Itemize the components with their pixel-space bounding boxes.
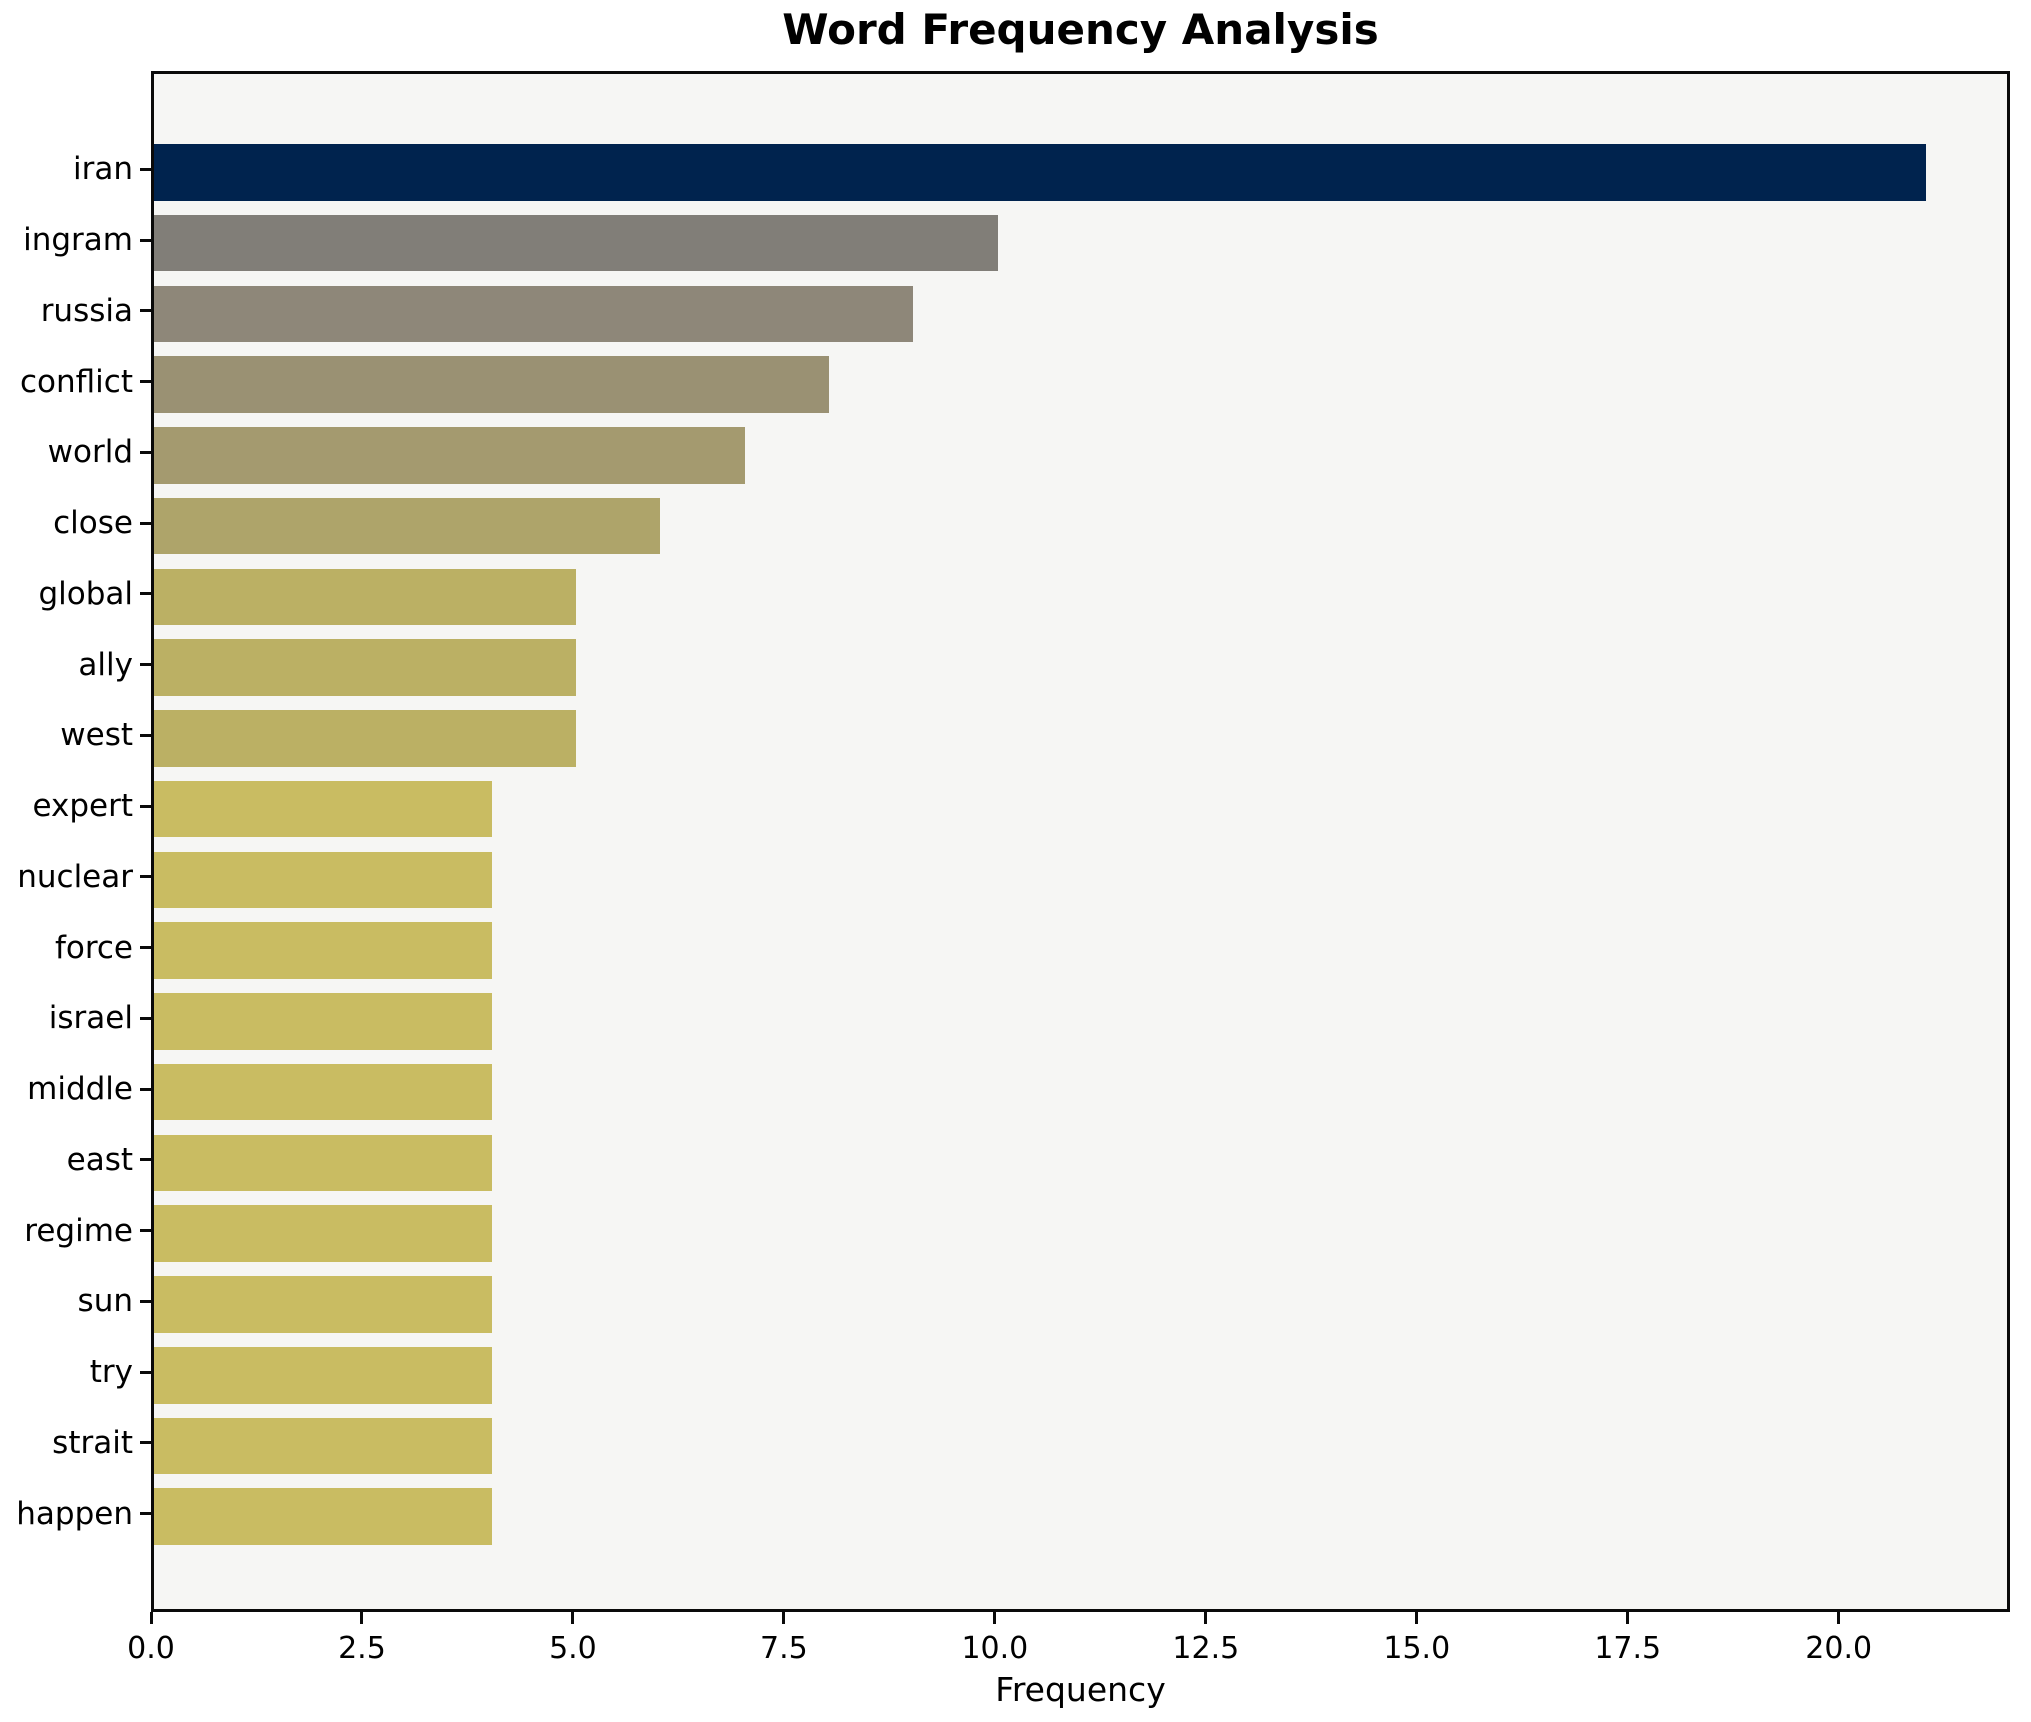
bar-global bbox=[154, 568, 576, 626]
y-tick-label-world: world bbox=[47, 434, 133, 471]
y-tick-label-sun: sun bbox=[77, 1283, 133, 1320]
bar-conflict bbox=[154, 356, 830, 413]
y-tick-mark bbox=[140, 1158, 151, 1162]
x-tick-label: 10.0 bbox=[961, 1631, 1029, 1666]
y-tick-mark bbox=[140, 804, 151, 808]
y-tick-label-happen: happen bbox=[16, 1495, 133, 1532]
y-tick-label-middle: middle bbox=[27, 1071, 133, 1108]
y-tick-label-russia: russia bbox=[40, 292, 133, 329]
x-tick-label: 7.5 bbox=[760, 1631, 808, 1666]
bar-close bbox=[154, 497, 661, 555]
y-tick-label-force: force bbox=[54, 929, 133, 966]
x-tick-mark bbox=[1415, 1612, 1419, 1624]
x-tick-mark bbox=[1837, 1612, 1841, 1624]
y-tick-mark bbox=[140, 1441, 151, 1445]
y-tick-label-iran: iran bbox=[72, 151, 133, 188]
y-tick-label-regime: regime bbox=[24, 1212, 133, 1249]
x-tick-mark bbox=[1626, 1612, 1630, 1624]
y-tick-mark bbox=[140, 592, 151, 596]
bar-regime bbox=[154, 1205, 492, 1262]
y-tick-label-east: east bbox=[66, 1141, 133, 1178]
y-tick-mark bbox=[140, 1370, 151, 1374]
y-tick-mark bbox=[140, 1512, 151, 1516]
y-tick-mark bbox=[140, 1229, 151, 1233]
y-tick-label-nuclear: nuclear bbox=[17, 858, 133, 895]
bar-russia bbox=[154, 285, 914, 343]
x-axis-label: Frequency bbox=[995, 1670, 1166, 1709]
y-tick-mark bbox=[140, 380, 151, 384]
y-tick-mark bbox=[140, 450, 151, 454]
y-tick-mark bbox=[140, 875, 151, 879]
bar-force bbox=[154, 922, 492, 979]
x-tick-label: 20.0 bbox=[1805, 1631, 1873, 1666]
x-tick-label: 12.5 bbox=[1172, 1631, 1240, 1666]
bar-east bbox=[154, 1134, 492, 1192]
y-tick-mark bbox=[140, 167, 151, 171]
bar-west bbox=[154, 710, 576, 767]
y-tick-mark bbox=[140, 946, 151, 950]
y-tick-label-expert: expert bbox=[32, 788, 133, 825]
x-tick-label: 0.0 bbox=[127, 1631, 175, 1666]
x-tick-label: 5.0 bbox=[549, 1631, 597, 1666]
bar-try bbox=[154, 1346, 492, 1404]
y-tick-label-strait: strait bbox=[52, 1424, 133, 1461]
plot-area bbox=[151, 71, 2010, 1612]
y-tick-label-west: west bbox=[60, 717, 133, 754]
y-tick-mark bbox=[140, 238, 151, 242]
y-tick-label-israel: israel bbox=[48, 1000, 133, 1037]
bar-middle bbox=[154, 1063, 492, 1121]
bar-strait bbox=[154, 1417, 492, 1475]
bar-sun bbox=[154, 1276, 492, 1333]
y-tick-label-close: close bbox=[53, 505, 133, 542]
y-tick-mark bbox=[140, 663, 151, 667]
y-tick-mark bbox=[140, 733, 151, 737]
y-tick-mark bbox=[140, 1299, 151, 1303]
y-tick-label-try: try bbox=[89, 1354, 133, 1391]
y-tick-mark bbox=[140, 309, 151, 313]
x-tick-label: 15.0 bbox=[1383, 1631, 1451, 1666]
y-tick-label-ingram: ingram bbox=[23, 222, 133, 259]
x-tick-label: 2.5 bbox=[338, 1631, 386, 1666]
bar-happen bbox=[154, 1488, 492, 1546]
y-tick-mark bbox=[140, 1016, 151, 1020]
x-tick-label: 17.5 bbox=[1594, 1631, 1662, 1666]
y-tick-label-ally: ally bbox=[78, 646, 133, 683]
x-tick-mark bbox=[1204, 1612, 1208, 1624]
bar-expert bbox=[154, 780, 492, 838]
x-tick-mark bbox=[571, 1612, 575, 1624]
y-tick-mark bbox=[140, 1087, 151, 1091]
x-tick-mark bbox=[360, 1612, 364, 1624]
y-tick-mark bbox=[140, 521, 151, 525]
x-tick-mark bbox=[782, 1612, 786, 1624]
x-tick-mark bbox=[993, 1612, 997, 1624]
bar-ingram bbox=[154, 214, 998, 272]
bar-world bbox=[154, 427, 745, 484]
y-tick-label-global: global bbox=[38, 575, 133, 612]
bar-nuclear bbox=[154, 851, 492, 909]
bar-ally bbox=[154, 639, 576, 696]
x-tick-mark bbox=[149, 1612, 153, 1624]
chart-title: Word Frequency Analysis bbox=[782, 5, 1379, 54]
y-tick-label-conflict: conflict bbox=[20, 363, 133, 400]
bar-iran bbox=[154, 144, 1927, 201]
bar-israel bbox=[154, 993, 492, 1050]
